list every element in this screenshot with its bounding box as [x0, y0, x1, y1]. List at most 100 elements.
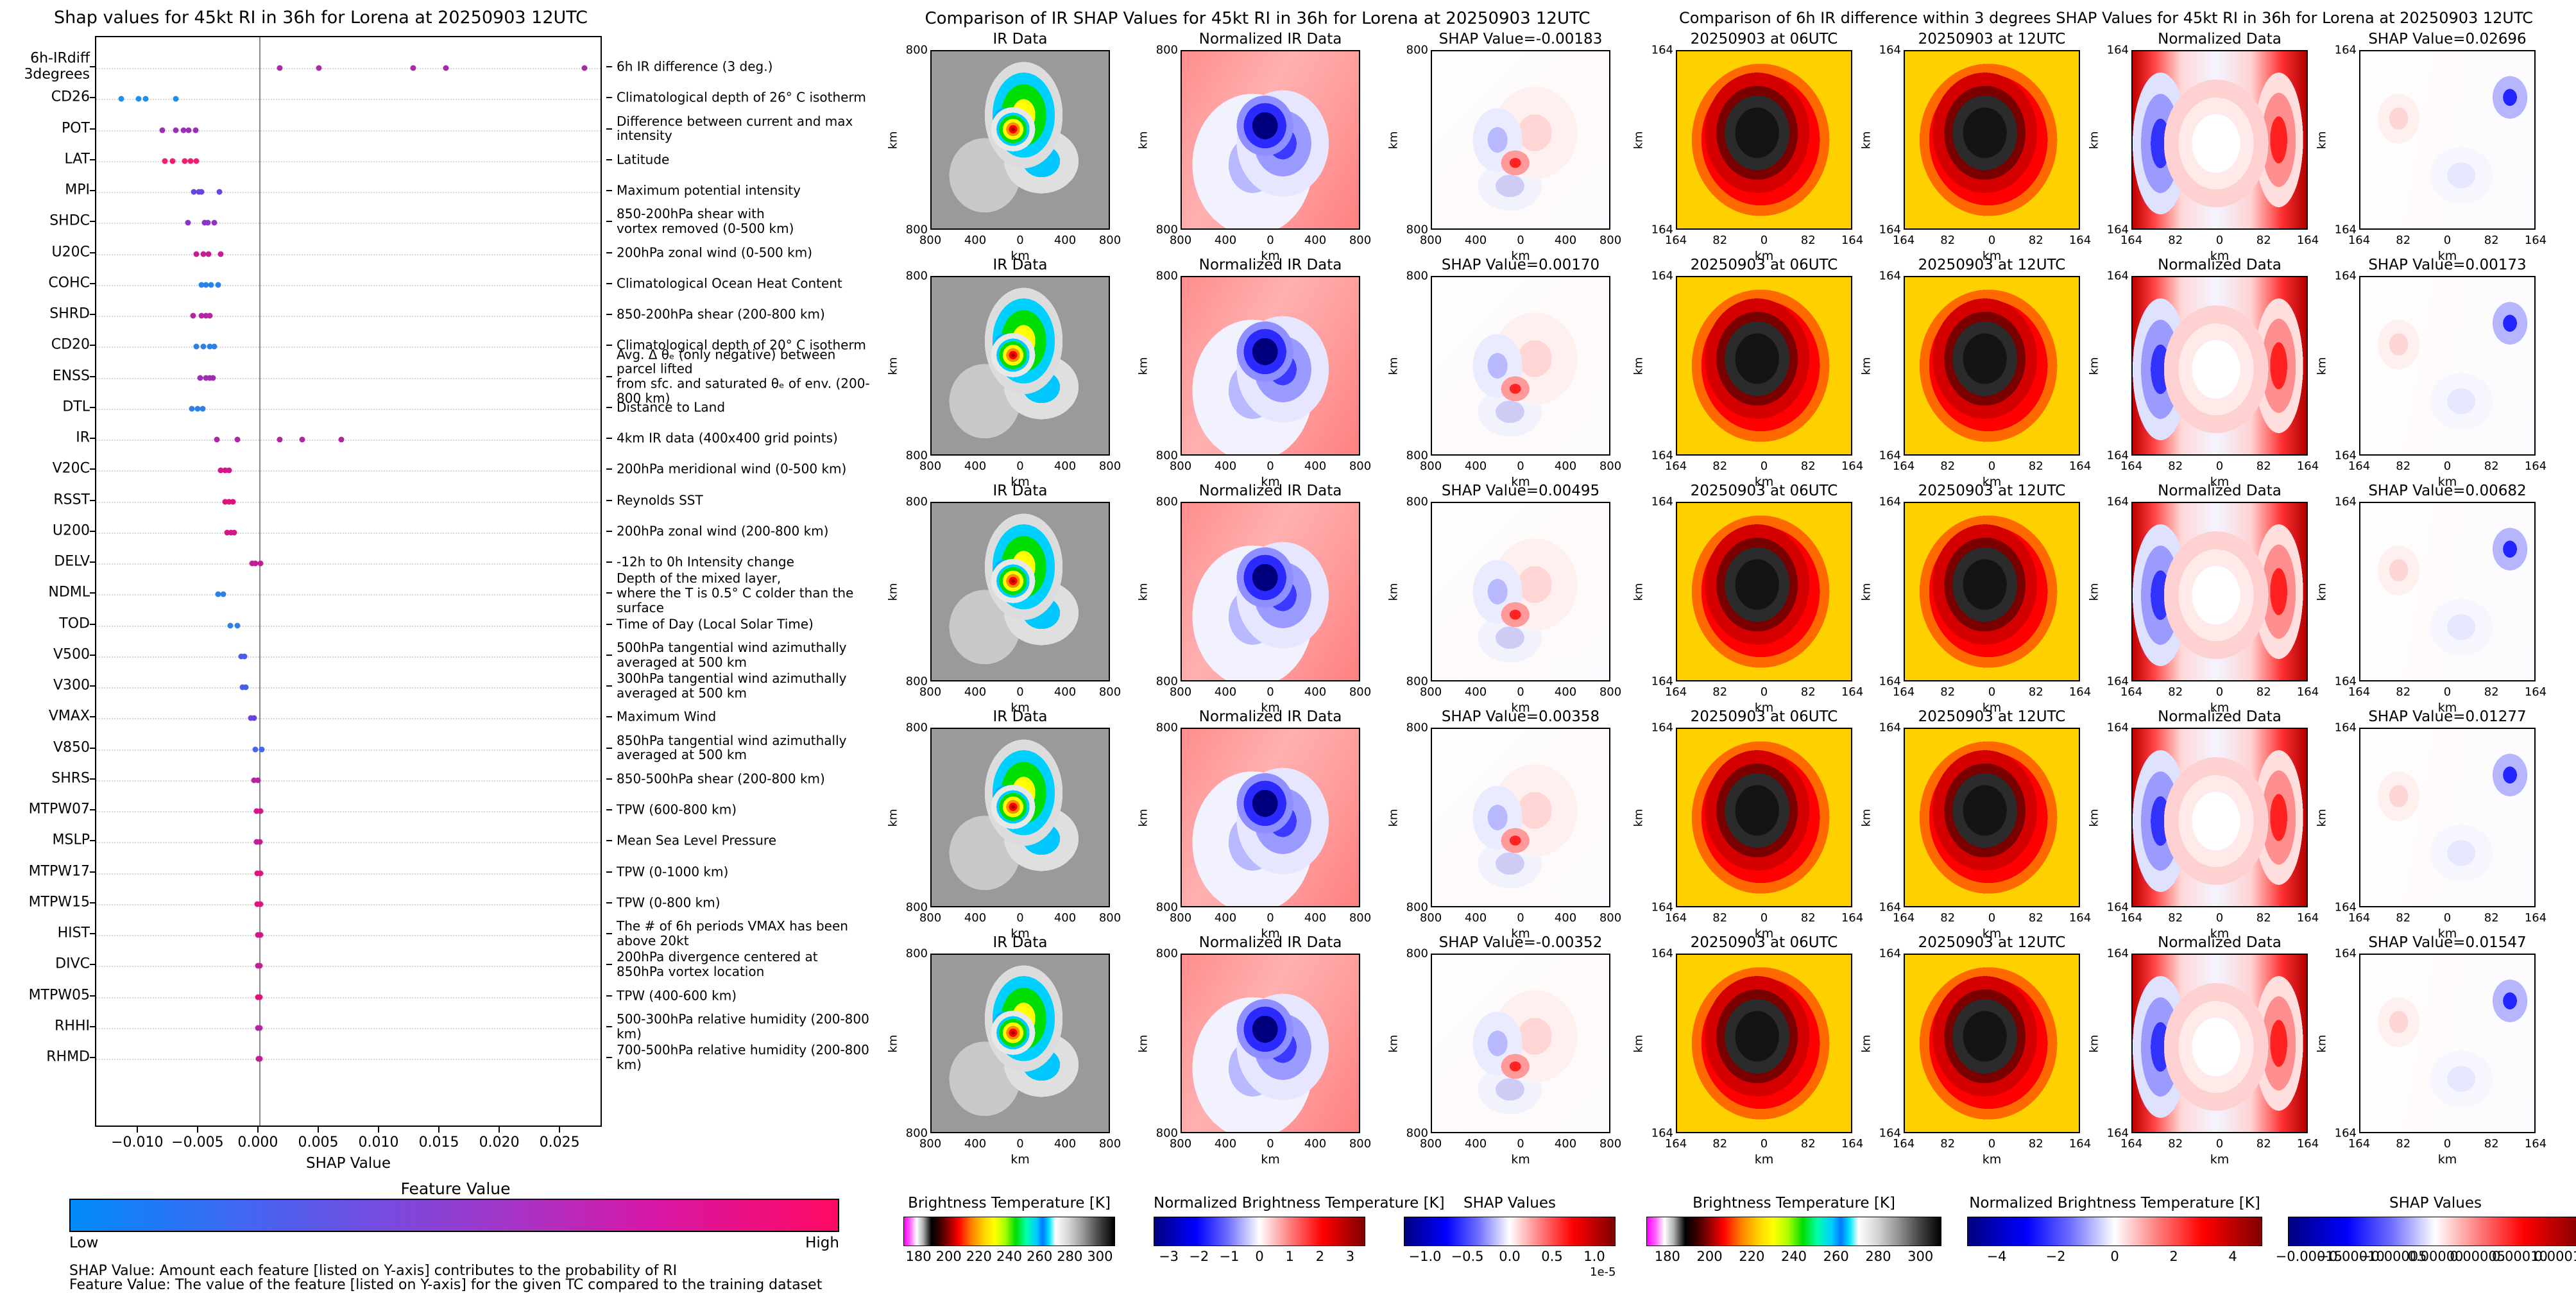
panel-y-tick: 164	[2334, 269, 2357, 283]
gridline	[96, 160, 601, 162]
shap-feature-description: 500-300hPa relative humidity (200-800 km…	[617, 1011, 869, 1041]
shap-data-point	[207, 343, 213, 350]
panel-title: Normalized IR Data	[1198, 708, 1342, 725]
colorbar	[1646, 1217, 1941, 1246]
panel-x-tick: 82	[2168, 459, 2183, 473]
shap-data-point	[338, 436, 345, 443]
panel-x-tick: 82	[1712, 234, 1728, 247]
panel-x-tick: 164	[2120, 911, 2143, 925]
panel-x-tick: 82	[1712, 459, 1728, 473]
panel-x-axis-label: km	[1261, 1152, 1280, 1167]
shap-data-point	[187, 158, 194, 164]
panel-x-tick: 0	[1760, 459, 1768, 473]
panel-y-tick: 164	[1651, 449, 1673, 463]
panel-y-tick: 164	[1651, 223, 1673, 237]
panel-y-tick: 164	[2106, 43, 2129, 57]
shap-feature-code: LAT	[64, 151, 90, 167]
panel-x-tick: 0	[1016, 459, 1024, 473]
y-tick-mark	[90, 190, 96, 191]
x-tick-mark	[499, 1127, 500, 1133]
panel-x-tick: 0	[1517, 911, 1524, 925]
image-panel	[1181, 502, 1360, 681]
y-tick-mark	[90, 97, 96, 99]
panel-x-tick: 82	[1800, 234, 1816, 247]
colorbar-tick: 180	[905, 1249, 932, 1264]
panel-x-tick: 0	[1988, 234, 1996, 247]
panel-y-tick: 164	[1879, 674, 1901, 689]
panel-y-axis-label: km	[1386, 1034, 1401, 1053]
shap-feature-code: COHC	[48, 275, 90, 291]
ir-comparison-section: Comparison of IR SHAP Values for 45kt RI…	[879, 0, 1636, 1289]
panel-title: 20250903 at 12UTC	[1918, 708, 2066, 725]
panel-shap-value-title: SHAP Value=0.00358	[1441, 708, 1600, 725]
y-tick-mark	[90, 468, 96, 470]
panel-y-tick: 164	[2334, 223, 2357, 237]
colorbar-title: SHAP Values	[1463, 1195, 1556, 1212]
panel-y-tick: 800	[905, 946, 928, 961]
panel-x-tick: 0	[2215, 1137, 2224, 1151]
panel-y-tick: 800	[1406, 449, 1428, 463]
shap-feature-description: Avg. Δ θₑ (only negative) between parcel…	[617, 346, 870, 406]
shap-data-point	[220, 591, 226, 597]
y-tick-mark	[90, 778, 96, 780]
panel-y-axis-label: km	[886, 357, 900, 375]
panel-x-tick: 0	[2443, 685, 2452, 699]
shap-data-point	[190, 313, 196, 319]
feature-desc-tick	[606, 438, 612, 439]
image-panel	[1431, 954, 1610, 1133]
y-tick-mark	[90, 964, 96, 966]
feature-desc-tick	[606, 778, 612, 780]
panel-x-tick: 0	[1760, 234, 1768, 247]
y-tick-mark	[90, 809, 96, 810]
panel-y-tick: 164	[2334, 495, 2357, 509]
shap-data-point	[234, 436, 240, 443]
panel-y-tick: 164	[1879, 269, 1901, 283]
feature-desc-tick	[606, 654, 612, 656]
colorbar-tick: 280	[1057, 1249, 1083, 1264]
panel-x-tick: 800	[1098, 234, 1122, 247]
panel-y-tick: 164	[2106, 495, 2129, 509]
panel-x-tick: 164	[2296, 685, 2319, 699]
shap-data-point	[200, 343, 207, 350]
panel-y-axis-label: km	[1386, 809, 1401, 827]
shap-feature-code: V850	[53, 739, 90, 756]
panel-x-tick: 82	[2168, 911, 2183, 925]
panel-y-tick: 164	[1879, 495, 1901, 509]
panel-x-axis-label: km	[1011, 927, 1030, 941]
shap-feature-code: VMAX	[48, 708, 90, 724]
panel-x-tick: 400	[1554, 685, 1577, 699]
panel-y-tick: 800	[1406, 269, 1428, 283]
gridline	[96, 192, 601, 193]
panel-x-tick: 82	[2256, 234, 2271, 247]
panel-y-axis-label: km	[1632, 357, 1646, 375]
y-tick-mark	[90, 158, 96, 160]
panel-x-tick: 164	[1841, 685, 1864, 699]
shap-data-point	[248, 715, 254, 721]
colorbar-title: Brightness Temperature [K]	[908, 1195, 1111, 1212]
shap-data-point	[198, 282, 205, 288]
shap-data-point	[316, 65, 322, 71]
shap-data-point	[228, 529, 234, 536]
panel-y-tick: 164	[1651, 900, 1673, 914]
panel-y-tick: 800	[905, 495, 928, 509]
feature-desc-tick	[606, 375, 612, 377]
panel-title: 20250903 at 06UTC	[1690, 483, 1838, 499]
panel-x-tick: 400	[964, 685, 987, 699]
shap-feature-description: TPW (0-1000 km)	[617, 864, 729, 880]
panel-x-tick: 164	[2348, 1137, 2371, 1151]
panel-x-tick: 400	[1554, 911, 1577, 925]
panel-x-tick: 82	[2484, 1137, 2499, 1151]
panel-x-tick: 164	[2296, 234, 2319, 247]
panel-x-tick: 0	[1267, 1137, 1274, 1151]
panel-x-axis-label: km	[1982, 927, 2002, 941]
shap-data-point	[185, 127, 192, 133]
panel-x-tick: 164	[2068, 234, 2092, 247]
panel-title: 20250903 at 06UTC	[1690, 31, 1838, 47]
gridline	[96, 99, 601, 101]
shap-feature-code: V300	[53, 677, 90, 694]
colorbar-tick: 0.5	[1541, 1249, 1563, 1264]
panel-shap-value-title: SHAP Value=0.01277	[2368, 708, 2527, 725]
panel-x-tick: 800	[1098, 685, 1122, 699]
x-tick-mark	[378, 1127, 380, 1133]
panel-y-axis-label: km	[1386, 357, 1401, 375]
